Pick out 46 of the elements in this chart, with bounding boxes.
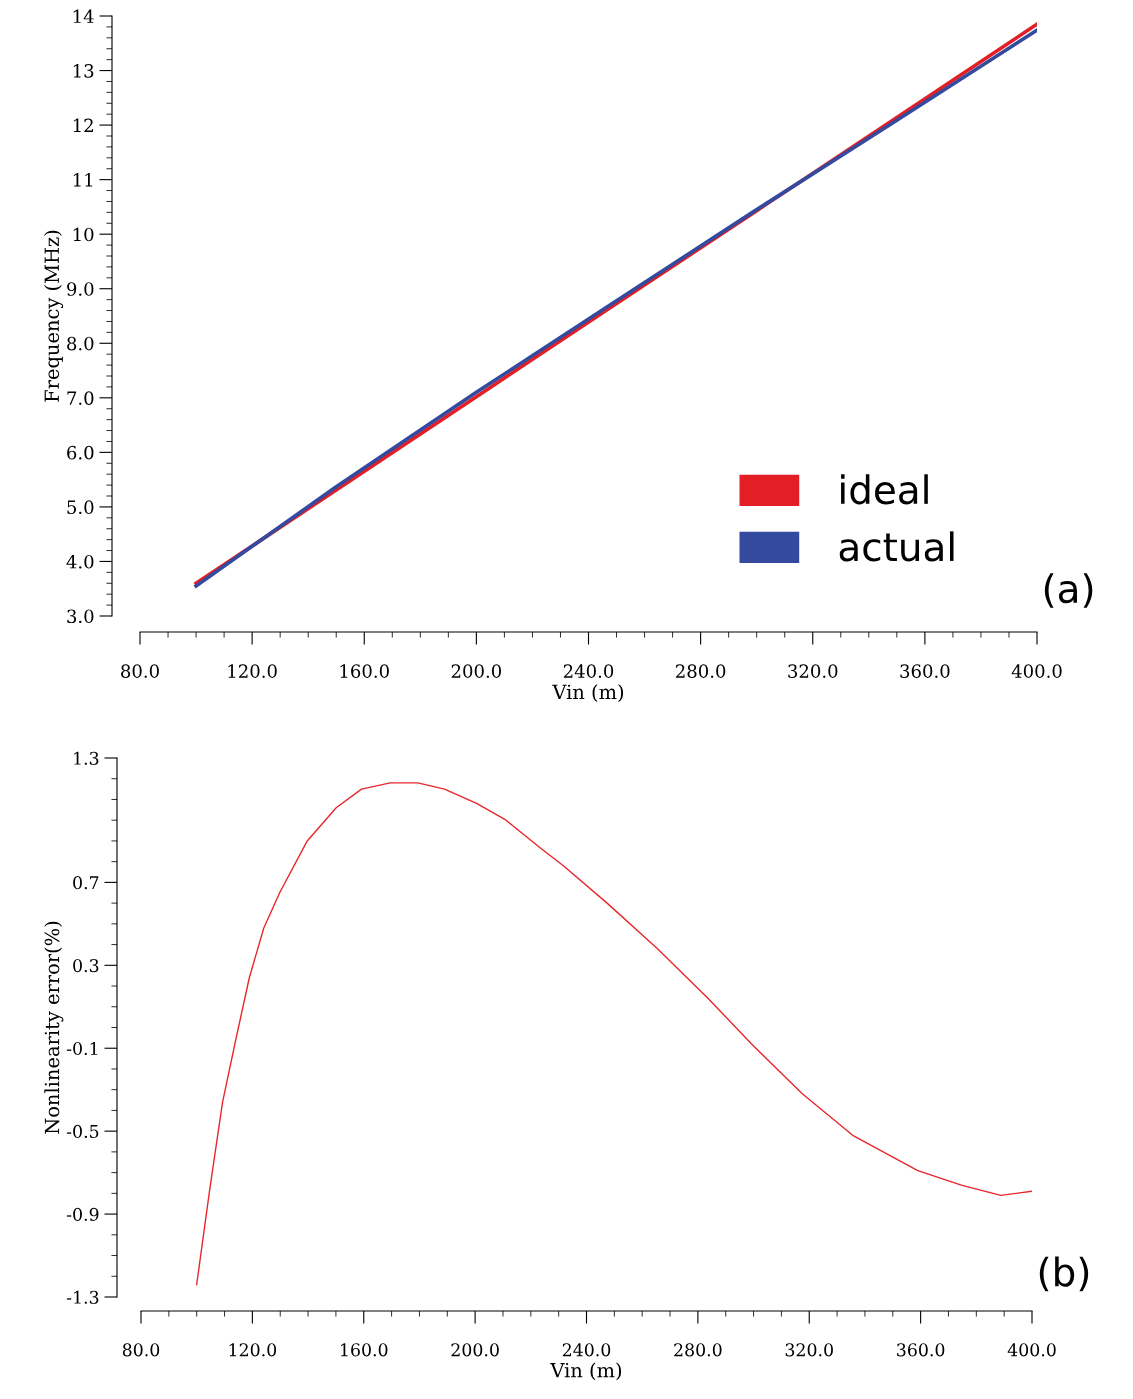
- y-tick-label: 5.0: [67, 500, 94, 515]
- y-tick-label: 11: [73, 173, 93, 187]
- x-tick-label: 240.0: [563, 664, 614, 678]
- x-tick-label: 160.0: [341, 1343, 388, 1357]
- y-tick-label: 12: [73, 118, 93, 132]
- y-tick-label: 8.0: [67, 336, 94, 351]
- y-tick-label: 9.0: [67, 282, 94, 296]
- y-tick-label: -0.5: [66, 1124, 99, 1138]
- y-tick-label: 7.0: [67, 391, 94, 405]
- x-axis-title: Vin (m): [552, 684, 624, 702]
- y-tick-label: 6.0: [67, 445, 94, 460]
- legend-label: actual: [839, 531, 954, 562]
- y-tick-label: 10: [73, 227, 94, 242]
- y-tick-label: -0.9: [66, 1207, 99, 1221]
- y-tick-label: 0.7: [73, 876, 99, 890]
- legend-label: ideal: [841, 474, 928, 505]
- x-tick-label: 160.0: [340, 664, 389, 678]
- text: (a): [1044, 573, 1093, 608]
- x-tick-label: 360.0: [897, 1343, 945, 1357]
- x-tick-label: 320.0: [788, 664, 838, 678]
- x-tick-label: 80.0: [121, 664, 159, 678]
- y-tick-label: 1.3: [74, 751, 99, 765]
- y-tick-label: -0.1: [66, 1041, 98, 1056]
- x-tick-label: 200.0: [451, 664, 502, 678]
- text: (b): [1039, 1256, 1089, 1292]
- y-axis-title: Frequency (MHz): [44, 230, 64, 402]
- x-tick-label: 360.0: [900, 664, 950, 678]
- x-tick-label: 280.0: [674, 1343, 722, 1357]
- y-axis-title: Nonlinearity error(%): [44, 921, 64, 1134]
- x-tick-label: 400.0: [1011, 664, 1062, 678]
- x-tick-label: 240.0: [562, 1343, 611, 1357]
- x-tick-label: 120.0: [228, 664, 277, 678]
- x-axis-title: Vin (m): [550, 1362, 622, 1381]
- y-tick-label: 13: [73, 64, 94, 78]
- y-tick-label: -1.3: [66, 1290, 99, 1304]
- line-series: [195, 782, 1032, 1286]
- x-tick-label: 120.0: [229, 1343, 277, 1357]
- y-tick-label: 4.0: [66, 554, 94, 569]
- y-tick-label: 0.3: [73, 959, 99, 973]
- x-tick-label: 280.0: [676, 664, 726, 678]
- y-tick-label: 3.0: [67, 609, 94, 624]
- x-tick-label: 400.0: [1007, 1343, 1056, 1357]
- x-tick-label: 80.0: [122, 1343, 160, 1357]
- y-tick-label: 14: [73, 9, 94, 23]
- x-tick-label: 320.0: [785, 1343, 833, 1357]
- x-tick-label: 200.0: [451, 1343, 499, 1357]
